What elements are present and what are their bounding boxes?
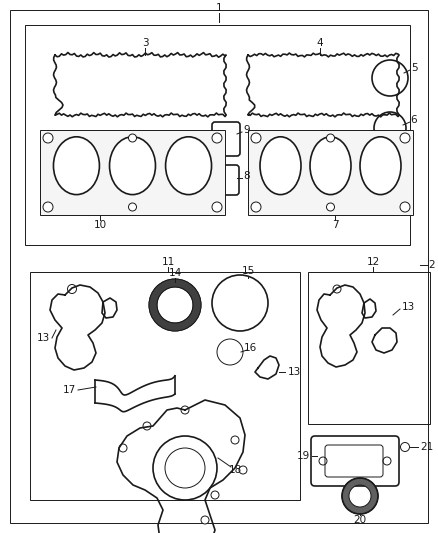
Circle shape [251, 202, 261, 212]
Ellipse shape [110, 137, 155, 195]
Circle shape [400, 202, 410, 212]
Bar [25, 25, 410, 245]
Circle shape [212, 133, 222, 143]
Circle shape [119, 444, 127, 452]
Text: 10: 10 [93, 220, 106, 230]
Circle shape [128, 134, 137, 142]
Circle shape [326, 134, 335, 142]
Circle shape [181, 406, 189, 414]
Ellipse shape [310, 137, 351, 195]
Circle shape [231, 436, 239, 444]
Text: 16: 16 [244, 343, 257, 353]
Text: 19: 19 [297, 451, 310, 461]
Text: 11: 11 [161, 257, 175, 267]
Text: 14: 14 [168, 268, 182, 278]
Circle shape [400, 133, 410, 143]
Text: 13: 13 [402, 302, 415, 312]
Text: 9: 9 [244, 125, 250, 135]
Text: 18: 18 [228, 465, 242, 475]
Circle shape [251, 133, 261, 143]
Text: 8: 8 [244, 171, 250, 181]
Text: 4: 4 [317, 38, 323, 48]
Ellipse shape [53, 137, 99, 195]
Circle shape [128, 203, 137, 211]
Circle shape [201, 516, 209, 524]
Circle shape [326, 203, 335, 211]
Bar [30, 272, 300, 500]
Circle shape [43, 133, 53, 143]
Circle shape [143, 422, 151, 430]
Text: 7: 7 [332, 220, 338, 230]
Text: 5: 5 [411, 63, 417, 73]
Ellipse shape [166, 137, 212, 195]
Text: 21: 21 [420, 442, 433, 452]
Bar [308, 272, 430, 424]
Ellipse shape [260, 137, 301, 195]
Text: 13: 13 [288, 367, 301, 377]
Text: 17: 17 [63, 385, 76, 395]
Text: 12: 12 [366, 257, 380, 267]
Text: 15: 15 [241, 266, 254, 276]
Text: 3: 3 [141, 38, 148, 48]
Circle shape [212, 202, 222, 212]
Text: 1: 1 [215, 3, 223, 13]
Text: 20: 20 [353, 515, 367, 525]
Circle shape [239, 466, 247, 474]
Bar [248, 130, 413, 215]
Text: 6: 6 [411, 115, 417, 125]
Text: 2: 2 [429, 260, 435, 270]
Ellipse shape [360, 137, 401, 195]
Text: 13: 13 [37, 333, 50, 343]
Circle shape [211, 491, 219, 499]
Bar [40, 130, 225, 215]
Circle shape [43, 202, 53, 212]
